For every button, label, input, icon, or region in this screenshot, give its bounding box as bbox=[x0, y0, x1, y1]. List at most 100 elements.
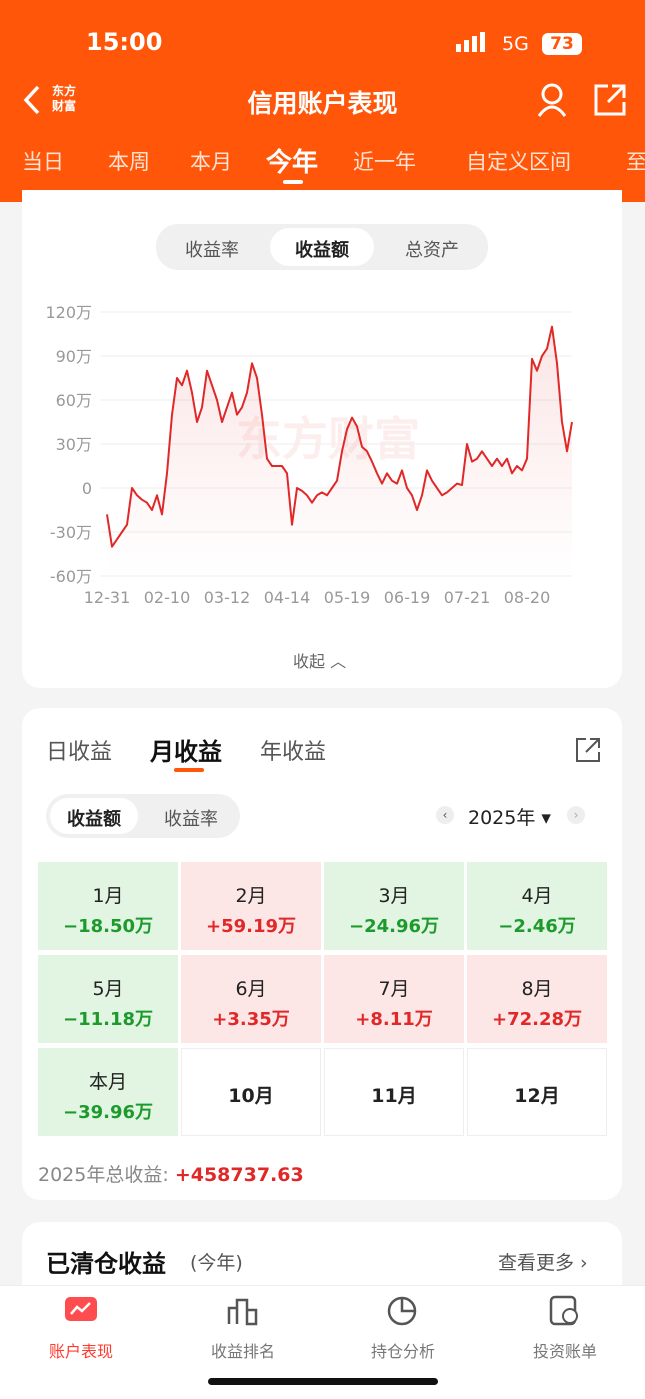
month-value: +72.28万 bbox=[491, 1009, 583, 1030]
month-cell[interactable]: 5月 −11.18万 bbox=[38, 955, 178, 1043]
total: 2025年总收益: +458737.63 bbox=[38, 1160, 304, 1187]
x-tick-label: 03-12 bbox=[204, 588, 251, 607]
period-tab[interactable]: 本周 bbox=[108, 150, 150, 174]
nav-icon[interactable] bbox=[226, 1296, 260, 1326]
month-label: 6月 bbox=[235, 978, 267, 1000]
x-tick-label: 05-19 bbox=[324, 588, 371, 607]
year-select[interactable]: 2025年 ▾ bbox=[468, 807, 551, 829]
x-tick-label: 02-10 bbox=[144, 588, 191, 607]
month-cell[interactable]: 10月 bbox=[181, 1048, 321, 1136]
month-label: 11月 bbox=[371, 1085, 417, 1107]
month-cell[interactable]: 11月 bbox=[324, 1048, 464, 1136]
home-indicator bbox=[208, 1378, 438, 1385]
collapse-button[interactable]: 收起 ︿ bbox=[293, 652, 347, 671]
cleared-subtitle: (今年) bbox=[190, 1252, 243, 1274]
month-label: 12月 bbox=[514, 1085, 560, 1107]
period-tab[interactable]: 至 bbox=[626, 150, 645, 174]
month-cell[interactable]: 6月 +3.35万 bbox=[181, 955, 321, 1043]
battery: 73 bbox=[542, 33, 582, 55]
header bbox=[0, 0, 645, 202]
y-tick-label: 90万 bbox=[56, 347, 92, 366]
toggle-active bbox=[270, 228, 374, 266]
total-value: +458737.63 bbox=[174, 1164, 304, 1186]
y-tick-label: 120万 bbox=[45, 303, 92, 322]
collapse-text: 收起 bbox=[293, 652, 326, 671]
network: 5G bbox=[502, 33, 529, 55]
prev-year[interactable]: ‹ bbox=[436, 806, 454, 824]
toggle-active bbox=[50, 798, 138, 834]
x-tick-label: 04-14 bbox=[264, 588, 311, 607]
month-label: 8月 bbox=[521, 978, 553, 1000]
area bbox=[107, 326, 572, 576]
back-button[interactable] bbox=[20, 84, 44, 116]
line bbox=[106, 325, 573, 548]
more-text: 查看更多 bbox=[498, 1252, 575, 1274]
nav-label[interactable]: 投资账单 bbox=[532, 1342, 597, 1361]
returns-tab[interactable]: 年收益 bbox=[260, 740, 327, 765]
month-label: 5月 bbox=[92, 978, 124, 1000]
signal-icon bbox=[456, 32, 485, 52]
month-cell[interactable]: 8月 +72.28万 bbox=[467, 955, 607, 1043]
toggle-option[interactable]: 收益额 bbox=[67, 809, 121, 830]
month-label: 4月 bbox=[521, 885, 553, 907]
period-tab-active[interactable]: 今年 bbox=[266, 148, 319, 178]
next-year[interactable]: › bbox=[567, 806, 585, 824]
month-cell[interactable]: 4月 −2.46万 bbox=[467, 862, 607, 950]
toggle-option[interactable]: 收益额 bbox=[295, 240, 349, 261]
share-icon[interactable] bbox=[592, 82, 628, 118]
cleared-title: 已清仓收益 bbox=[46, 1250, 166, 1278]
month-label: 3月 bbox=[378, 885, 410, 907]
month-value: +3.35万 bbox=[212, 1009, 290, 1030]
month-label: 10月 bbox=[228, 1085, 274, 1107]
returns-tab-active[interactable]: 月收益 bbox=[150, 738, 222, 766]
y-tick-label: 60万 bbox=[56, 391, 92, 410]
nav-label[interactable]: 持仓分析 bbox=[370, 1342, 435, 1361]
x-tick-label: 07-21 bbox=[444, 588, 491, 607]
month-value: −2.46万 bbox=[498, 916, 576, 937]
total-label: 2025年总收益: bbox=[38, 1164, 169, 1186]
month-cell[interactable]: 7月 +8.11万 bbox=[324, 955, 464, 1043]
month-label: 2月 bbox=[235, 885, 267, 907]
y-tick-label: -60万 bbox=[50, 567, 92, 586]
nav-icon[interactable] bbox=[548, 1294, 582, 1326]
period-tab[interactable]: 当日 bbox=[22, 150, 64, 174]
share-icon[interactable] bbox=[574, 736, 602, 764]
month-label: 7月 bbox=[378, 978, 410, 1000]
period-tab[interactable]: 近一年 bbox=[353, 150, 416, 174]
toggle-option[interactable]: 收益率 bbox=[164, 809, 218, 830]
time: 15:00 bbox=[86, 28, 163, 56]
month-label: 1月 bbox=[92, 885, 124, 907]
month-value: −24.96万 bbox=[348, 916, 440, 937]
nav-label[interactable]: 收益排名 bbox=[210, 1342, 275, 1361]
month-value: +59.19万 bbox=[205, 916, 297, 937]
logo: 东方 财富 bbox=[52, 84, 76, 114]
month-label: 本月 bbox=[88, 1071, 127, 1093]
nav-icon[interactable] bbox=[64, 1296, 98, 1326]
x-tick-label: 08-20 bbox=[504, 588, 551, 607]
month-cell[interactable]: 2月 +59.19万 bbox=[181, 862, 321, 950]
x-tick-label: 06-19 bbox=[384, 588, 431, 607]
toggle-option[interactable]: 收益率 bbox=[185, 240, 239, 261]
month-cell[interactable]: 12月 bbox=[467, 1048, 607, 1136]
period-tab[interactable]: 本月 bbox=[190, 150, 232, 174]
nav-icon[interactable] bbox=[386, 1294, 420, 1326]
x-tick-label: 12-31 bbox=[84, 588, 131, 607]
nav-label[interactable]: 账户表现 bbox=[48, 1342, 113, 1361]
month-cell[interactable]: 本月 −39.96万 bbox=[38, 1048, 178, 1136]
user-icon[interactable] bbox=[536, 82, 576, 118]
period-tab[interactable]: 自定义区间 bbox=[466, 150, 571, 174]
more-link[interactable]: 查看更多 › bbox=[498, 1252, 588, 1274]
logo-text: 东方 bbox=[52, 84, 77, 98]
toggle-option[interactable]: 总资产 bbox=[405, 240, 459, 261]
year: 2025年 bbox=[468, 807, 536, 829]
page-title: 信用账户表现 bbox=[247, 89, 398, 118]
month-cell[interactable]: 3月 −24.96万 bbox=[324, 862, 464, 950]
tab-indicator bbox=[174, 768, 204, 772]
chart-card bbox=[22, 190, 622, 688]
month-cell[interactable]: 1月 −18.50万 bbox=[38, 862, 178, 950]
month-value: −18.50万 bbox=[62, 916, 154, 937]
y-tick-label: -30万 bbox=[50, 523, 92, 542]
returns-tab[interactable]: 日收益 bbox=[46, 740, 113, 765]
